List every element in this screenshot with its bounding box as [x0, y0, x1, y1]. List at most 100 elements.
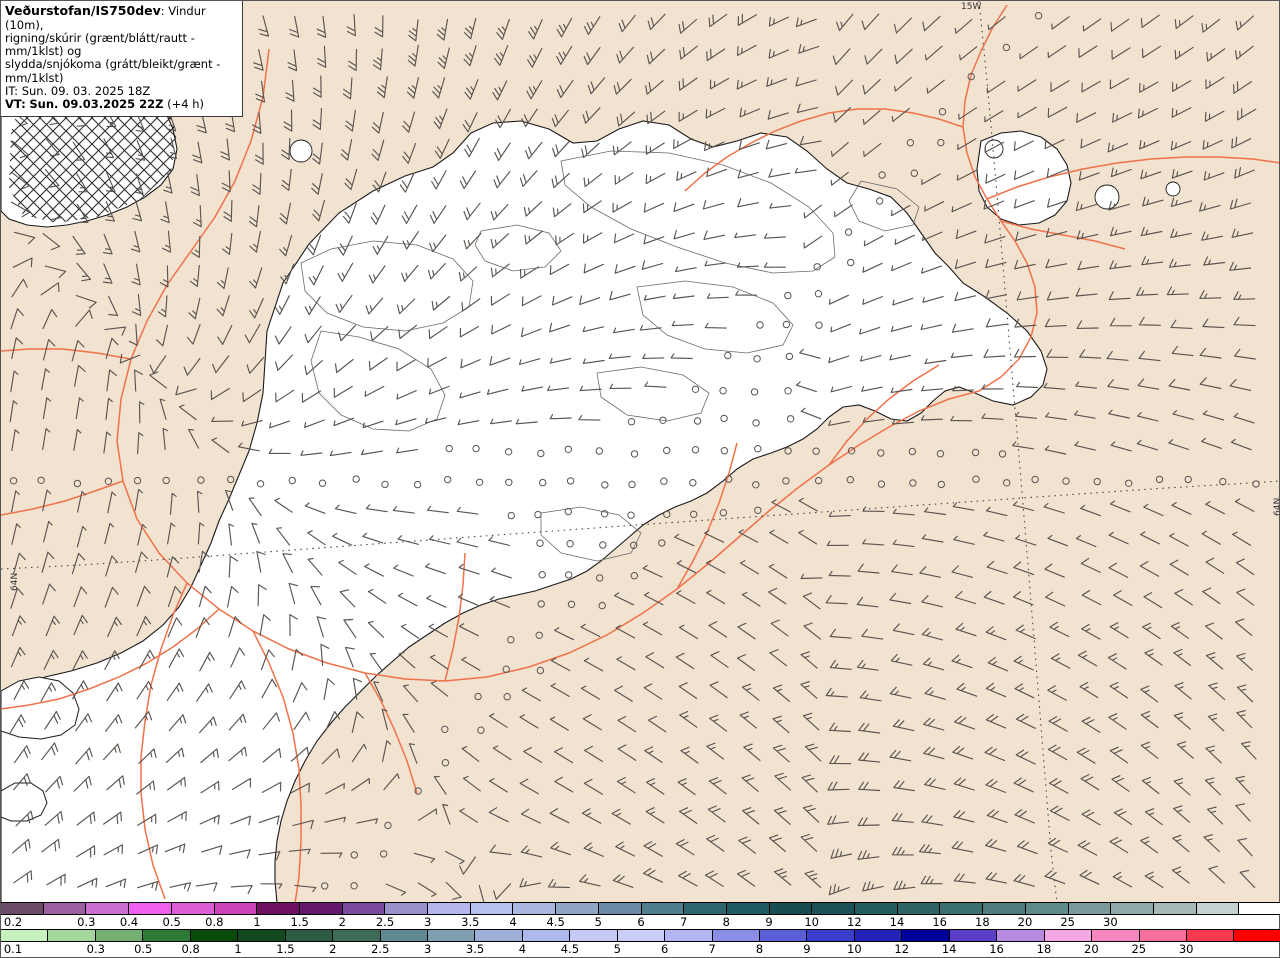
sleet-snow-tick-labels: 0.2 0.3 0.4 0.5 0.8 1 1.5 2 2.5 3 3.5 4 4.5 5 6 7 8 9 10 12…	[1, 915, 1280, 929]
wind-barb	[1205, 501, 1225, 515]
wind-barb	[857, 563, 880, 574]
init-time-value: Sun. 09. 03. 2025 18Z	[21, 84, 151, 99]
sleet-snow-swatch	[812, 903, 856, 914]
wind-barb	[456, 506, 479, 515]
wind-barb	[773, 807, 791, 825]
wind-barb	[45, 201, 62, 220]
wind-barb	[921, 534, 944, 543]
rain-shower-swatch	[807, 930, 855, 941]
wind-barb	[645, 80, 664, 95]
wind-barb	[584, 16, 601, 35]
wind-barb	[1015, 534, 1037, 546]
wind-barb	[981, 384, 1004, 390]
wind-barb	[71, 552, 86, 575]
wind-barb	[1050, 80, 1070, 93]
wind-barb	[45, 137, 60, 157]
rain-shower-colorbar[interactable]	[1, 929, 1280, 942]
wind-barb	[554, 776, 574, 793]
wind-barb	[830, 848, 853, 859]
wind-barb	[521, 108, 538, 128]
wind-barb	[1236, 684, 1254, 703]
wind-barb	[1079, 869, 1100, 885]
wind-barb	[1014, 259, 1036, 270]
wind-barb	[489, 778, 508, 793]
wind-barb	[1079, 682, 1099, 699]
wind-barb	[427, 263, 446, 280]
wind-barb	[891, 846, 914, 856]
wind-barb	[862, 539, 885, 546]
wind-barb-calm	[1062, 477, 1070, 485]
wind-barb	[706, 293, 729, 299]
wind-barb	[1013, 874, 1035, 887]
wind-barb	[769, 203, 792, 209]
sleet-snow-swatch	[1068, 903, 1112, 914]
wind-barb	[1081, 589, 1102, 606]
wind-barb-calm	[937, 480, 945, 489]
wind-barb	[462, 112, 478, 133]
wind-barb	[1140, 14, 1160, 28]
sleet-snow-swatch	[428, 903, 471, 914]
wind-barb	[984, 746, 1006, 762]
wind-barb	[198, 550, 210, 573]
wind-barb-field	[9, 12, 1260, 902]
wind-barb-calm	[663, 446, 671, 455]
wind-barb-calm	[104, 477, 113, 485]
wind-barb	[46, 873, 66, 886]
wind-barb	[951, 840, 974, 853]
wind-barb	[261, 678, 278, 699]
wind-barb	[40, 282, 60, 296]
wind-barb	[578, 415, 601, 421]
wind-barb	[428, 535, 451, 545]
wind-barb	[583, 47, 601, 66]
wind-barb	[228, 713, 247, 731]
wind-barb-calm	[566, 540, 574, 548]
wind-barb	[429, 205, 447, 224]
wind-barb	[445, 881, 462, 900]
wind-barb	[373, 681, 384, 702]
wind-barb	[399, 172, 415, 193]
sleet-snow-colorbar[interactable]	[1, 902, 1280, 915]
rain-shower-tick: 5	[613, 942, 621, 956]
map-canvas[interactable]: 15W 64N 64N Veðurstofan/IS750dev: Vindur…	[0, 0, 1280, 902]
wind-barb	[262, 712, 280, 730]
wind-barb	[985, 714, 1007, 729]
wind-barb	[1141, 45, 1162, 59]
wind-barb	[333, 385, 353, 398]
wind-barb	[617, 744, 637, 761]
wind-barb	[890, 325, 913, 332]
wind-barb-calm	[73, 479, 82, 488]
wind-barb	[135, 139, 146, 161]
rain-shower-swatch	[1234, 930, 1280, 941]
wind-barb	[549, 357, 572, 364]
wind-barb	[320, 852, 343, 858]
wind-barb	[459, 808, 478, 823]
sleet-snow-swatch	[940, 903, 984, 914]
init-time-row: IT: Sun. 09. 03. 2025 18Z	[5, 84, 238, 99]
wind-barb	[15, 810, 34, 827]
sleet-snow-tick: 0.8	[205, 915, 224, 929]
wind-barb	[524, 230, 544, 245]
wind-barb	[1017, 106, 1037, 119]
wind-barb	[616, 46, 634, 64]
rain-shower-swatch	[617, 930, 666, 941]
wind-barb	[1108, 200, 1130, 211]
wind-barb	[317, 45, 327, 68]
wind-barb	[10, 587, 24, 609]
wind-barb-calm	[689, 479, 697, 487]
wind-barb	[457, 593, 479, 606]
wind-barb-calm	[785, 352, 794, 361]
wind-barb-calm	[659, 416, 667, 424]
wind-barb-calm	[630, 572, 638, 580]
wind-barb	[550, 657, 571, 672]
wind-barb	[490, 418, 513, 425]
wind-barb	[1235, 618, 1253, 636]
init-time-label: IT:	[5, 84, 19, 99]
wind-barb	[924, 686, 946, 700]
sleet-snow-swatch	[598, 903, 642, 914]
wind-barb	[42, 308, 58, 330]
wind-barb	[1140, 169, 1162, 180]
wind-barb	[862, 417, 885, 423]
wind-barb	[922, 296, 944, 303]
wind-barb	[1044, 139, 1065, 150]
wind-barb	[891, 261, 912, 272]
